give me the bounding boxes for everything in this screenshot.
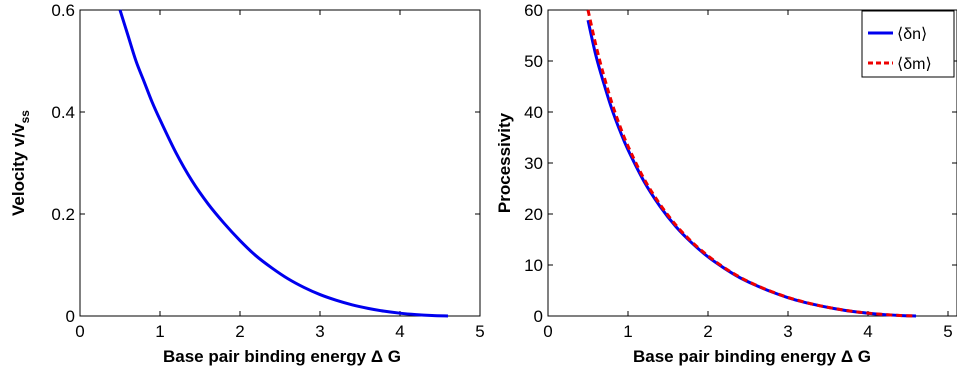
velocity-y-axis-subscript: ss — [18, 110, 32, 124]
processivity-y-tick-label: 30 — [524, 154, 543, 173]
velocity-x-tick-label: 2 — [235, 322, 244, 341]
velocity-x-tick-label: 4 — [395, 322, 404, 341]
velocity-x-tick-label: 0 — [75, 322, 84, 341]
legend-box — [861, 10, 955, 78]
processivity-x-tick-label: 2 — [703, 322, 712, 341]
processivity-y-tick-label: 40 — [524, 103, 543, 122]
velocity-chart: 0 1 2 3 4 5 0 0.2 0.4 0.6 Base pair binding energ… — [9, 1, 485, 366]
processivity-y-tick-label: 50 — [524, 52, 543, 71]
processivity-y-tick-label: 10 — [524, 256, 543, 275]
legend-label-dn: ⟨δn⟩ — [897, 26, 927, 43]
velocity-x-tick-label: 1 — [155, 322, 164, 341]
velocity-y-tick-label: 0.4 — [51, 103, 75, 122]
velocity-x-tick-label: 3 — [315, 322, 324, 341]
processivity-series-0-line — [586, 19, 917, 318]
legend: ⟨δn⟩ ⟨δm⟩ — [861, 10, 955, 78]
processivity-x-axis-label: Base pair binding energy Δ G — [633, 347, 871, 366]
processivity-x-tick-label: 5 — [943, 322, 952, 341]
velocity-series-0-line — [118, 9, 449, 318]
processivity-y-tick-label: 0 — [534, 307, 543, 326]
processivity-x-tick-label: 0 — [543, 322, 552, 341]
processivity-x-tick-label: 3 — [783, 322, 792, 341]
velocity-y-tick-label: 0.2 — [51, 205, 75, 224]
velocity-y-tick-label: 0.6 — [51, 1, 75, 20]
processivity-y-tick-label: 20 — [524, 205, 543, 224]
velocity-x-axis-label: Base pair binding energy Δ G — [163, 347, 401, 366]
processivity-y-axis-label: Processivity — [495, 112, 514, 213]
velocity-y-tick-label: 0 — [66, 307, 75, 326]
velocity-x-tick-label: 5 — [475, 322, 484, 341]
velocity-y-axis-label: Velocity v/vss — [9, 110, 32, 216]
legend-label-dm: ⟨δm⟩ — [897, 56, 932, 73]
processivity-x-tick-label: 1 — [623, 322, 632, 341]
velocity-plot-area — [79, 9, 481, 317]
processivity-y-tick-label: 60 — [524, 1, 543, 20]
processivity-x-tick-label: 4 — [863, 322, 872, 341]
